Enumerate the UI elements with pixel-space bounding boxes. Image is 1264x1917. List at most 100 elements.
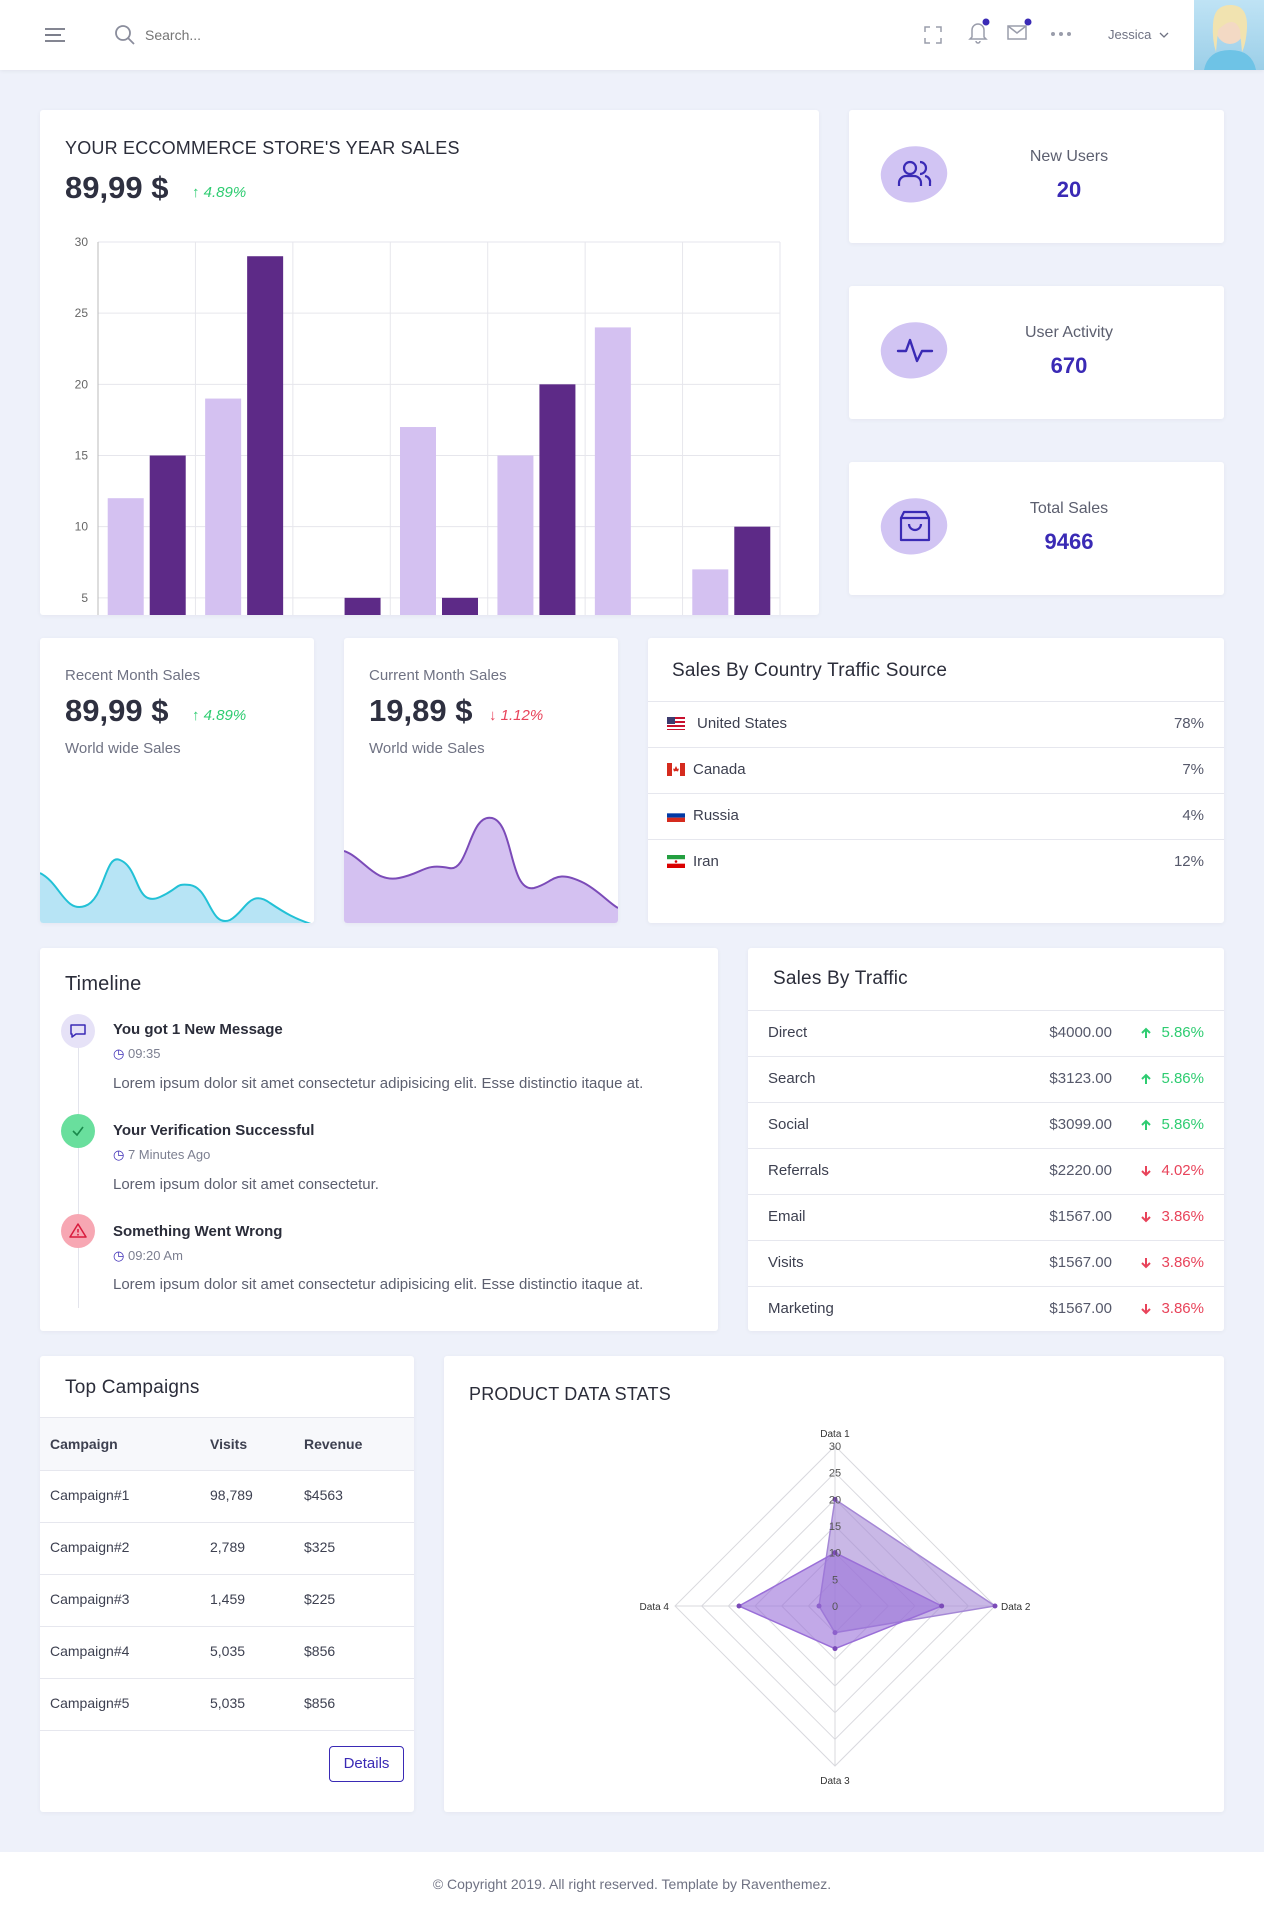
current-month-sub: World wide Sales: [369, 740, 485, 757]
campaign-visits: 5,035: [210, 1695, 246, 1711]
chevron-down-icon[interactable]: [1159, 31, 1169, 39]
arrow-down-icon: [1141, 1258, 1151, 1269]
country-row: Iran 12%: [648, 839, 1224, 885]
traffic-row: Search $3123.00 5.86%: [748, 1056, 1224, 1102]
flag-ca-icon: [667, 763, 685, 776]
campaign-row: Campaign#5 5,035 $856: [40, 1678, 414, 1730]
bar-series-1-july[interactable]: [692, 569, 729, 615]
year-sales-bar-chart: 051015202530JanuaryFebruaryMarchAprilMay…: [75, 235, 781, 616]
bar-series-1-february[interactable]: [205, 398, 242, 615]
traffic-source: Visits: [768, 1254, 804, 1271]
radar-tick-label: 30: [829, 1441, 841, 1453]
stat-label: User Activity: [1024, 324, 1113, 341]
stat-label: Total Sales: [1029, 500, 1109, 517]
traffic-amount: $1567.00: [1049, 1254, 1112, 1271]
radar-axis-label: Data 1: [820, 1429, 850, 1440]
avatar[interactable]: [1194, 0, 1264, 70]
timeline-item-text: Lorem ipsum dolor sit amet consectetur a…: [113, 1075, 644, 1092]
bar-series-1-january[interactable]: [107, 498, 144, 615]
country-row: Canada 7%: [648, 747, 1224, 793]
message-icon: [70, 1024, 86, 1038]
traffic-source: Email: [768, 1208, 806, 1225]
mail-icon[interactable]: [1006, 17, 1034, 45]
timeline-item-title: You got 1 New Message: [113, 1021, 283, 1038]
timeline-icon-bg: [61, 1014, 95, 1048]
radar-point[interactable]: [832, 1496, 838, 1502]
divider: [748, 1286, 1224, 1287]
stat-value: 9466: [1044, 529, 1094, 554]
more-icon[interactable]: [1050, 29, 1072, 39]
current-month-change-value: 1.12%: [500, 707, 544, 724]
traffic-change: 5.86%: [1161, 1024, 1204, 1041]
divider: [748, 1148, 1224, 1149]
radar-tick-label: 15: [829, 1521, 841, 1533]
campaign-revenue: $856: [304, 1695, 336, 1711]
clock-icon: ◷: [113, 1147, 125, 1162]
clock-icon: ◷: [113, 1248, 125, 1263]
bar-series-1-june[interactable]: [594, 327, 631, 615]
arrow-down-icon: [1141, 1166, 1151, 1177]
radar-point[interactable]: [832, 1550, 838, 1556]
flag-ru-icon: [667, 809, 685, 822]
year-sales-title: YOUR ECCOMMERCE STORE'S YEAR SALES: [65, 138, 460, 158]
y-tick-label: 15: [75, 449, 89, 463]
search-input[interactable]: [145, 22, 345, 48]
divider: [40, 1626, 414, 1627]
bar-series-2-april[interactable]: [442, 597, 478, 615]
fullscreen-icon[interactable]: [924, 26, 942, 44]
traffic-card: Sales By Traffic Direct $4000.00 5.86% Sear…: [748, 948, 1224, 1331]
stat-value: 20: [1056, 177, 1082, 202]
campaign-row: Campaign#4 5,035 $856: [40, 1626, 414, 1678]
bar-series-2-january[interactable]: [149, 455, 186, 616]
traffic-amount: $3123.00: [1049, 1070, 1112, 1087]
campaign-row: Campaign#1 98,789 $4563: [40, 1470, 414, 1522]
traffic-row: Email $1567.00 3.86%: [748, 1194, 1224, 1240]
bar-series-1-may[interactable]: [497, 455, 534, 616]
radar-tick-label: 5: [832, 1574, 838, 1586]
recent-month-label: Recent Month Sales: [65, 667, 201, 684]
traffic-row: Visits $1567.00 3.86%: [748, 1240, 1224, 1286]
radar-point[interactable]: [992, 1603, 998, 1609]
search-icon[interactable]: [113, 23, 137, 47]
bar-series-2-may[interactable]: [539, 384, 576, 615]
footer-text: © Copyright 2019. All right reserved. Te…: [432, 1876, 832, 1892]
radar-tick-label: 10: [829, 1548, 841, 1560]
year-sales-change: ↑ 4.89%: [192, 184, 246, 201]
radar-point[interactable]: [939, 1603, 945, 1609]
menu-icon[interactable]: [43, 26, 67, 44]
footer: © Copyright 2019. All right reserved. Te…: [0, 1852, 1264, 1917]
recent-month-value: 89,99 $: [65, 693, 169, 728]
traffic-row: Referrals $2220.00 4.02%: [748, 1148, 1224, 1194]
current-month-sparkline: [344, 816, 618, 923]
traffic-source: Marketing: [768, 1300, 834, 1317]
bell-icon[interactable]: [966, 17, 990, 45]
divider: [648, 747, 1224, 748]
users-icon: [897, 160, 932, 186]
year-sales-change-value: 4.89%: [203, 184, 247, 201]
traffic-title: Sales By Traffic: [773, 968, 908, 989]
radar-point[interactable]: [832, 1646, 838, 1652]
campaign-name: Campaign#2: [50, 1539, 130, 1555]
bar-series-2-february[interactable]: [247, 256, 284, 615]
radar-axis-label: Data 2: [1001, 1602, 1031, 1613]
arrow-down-icon: [1141, 1304, 1151, 1315]
recent-month-sparkline: [40, 858, 314, 923]
traffic-amount: $3099.00: [1049, 1116, 1112, 1133]
recent-month-change-value: 4.89%: [203, 707, 247, 724]
user-name[interactable]: Jessica: [1108, 27, 1152, 42]
bar-series-2-march[interactable]: [344, 597, 381, 615]
recent-month-card: Recent Month Sales 89,99 $ ↑ 4.89% World…: [40, 638, 314, 923]
campaigns-header: Campaign: [50, 1436, 118, 1452]
timeline-item-title: Something Went Wrong: [113, 1223, 283, 1240]
traffic-change: 3.86%: [1161, 1208, 1204, 1225]
arrow-up-icon: ↑: [192, 707, 200, 724]
bar-series-2-july[interactable]: [734, 526, 771, 615]
arrow-up-icon: [1141, 1073, 1151, 1084]
campaign-visits: 5,035: [210, 1643, 246, 1659]
radar-point[interactable]: [736, 1603, 742, 1609]
timeline-item-time: ◷ 09:20 Am: [113, 1248, 183, 1264]
details-button[interactable]: Details: [329, 1746, 404, 1782]
country-value: 4%: [1182, 807, 1204, 824]
arrow-up-icon: ↑: [192, 184, 200, 201]
bar-series-1-april[interactable]: [400, 427, 436, 615]
